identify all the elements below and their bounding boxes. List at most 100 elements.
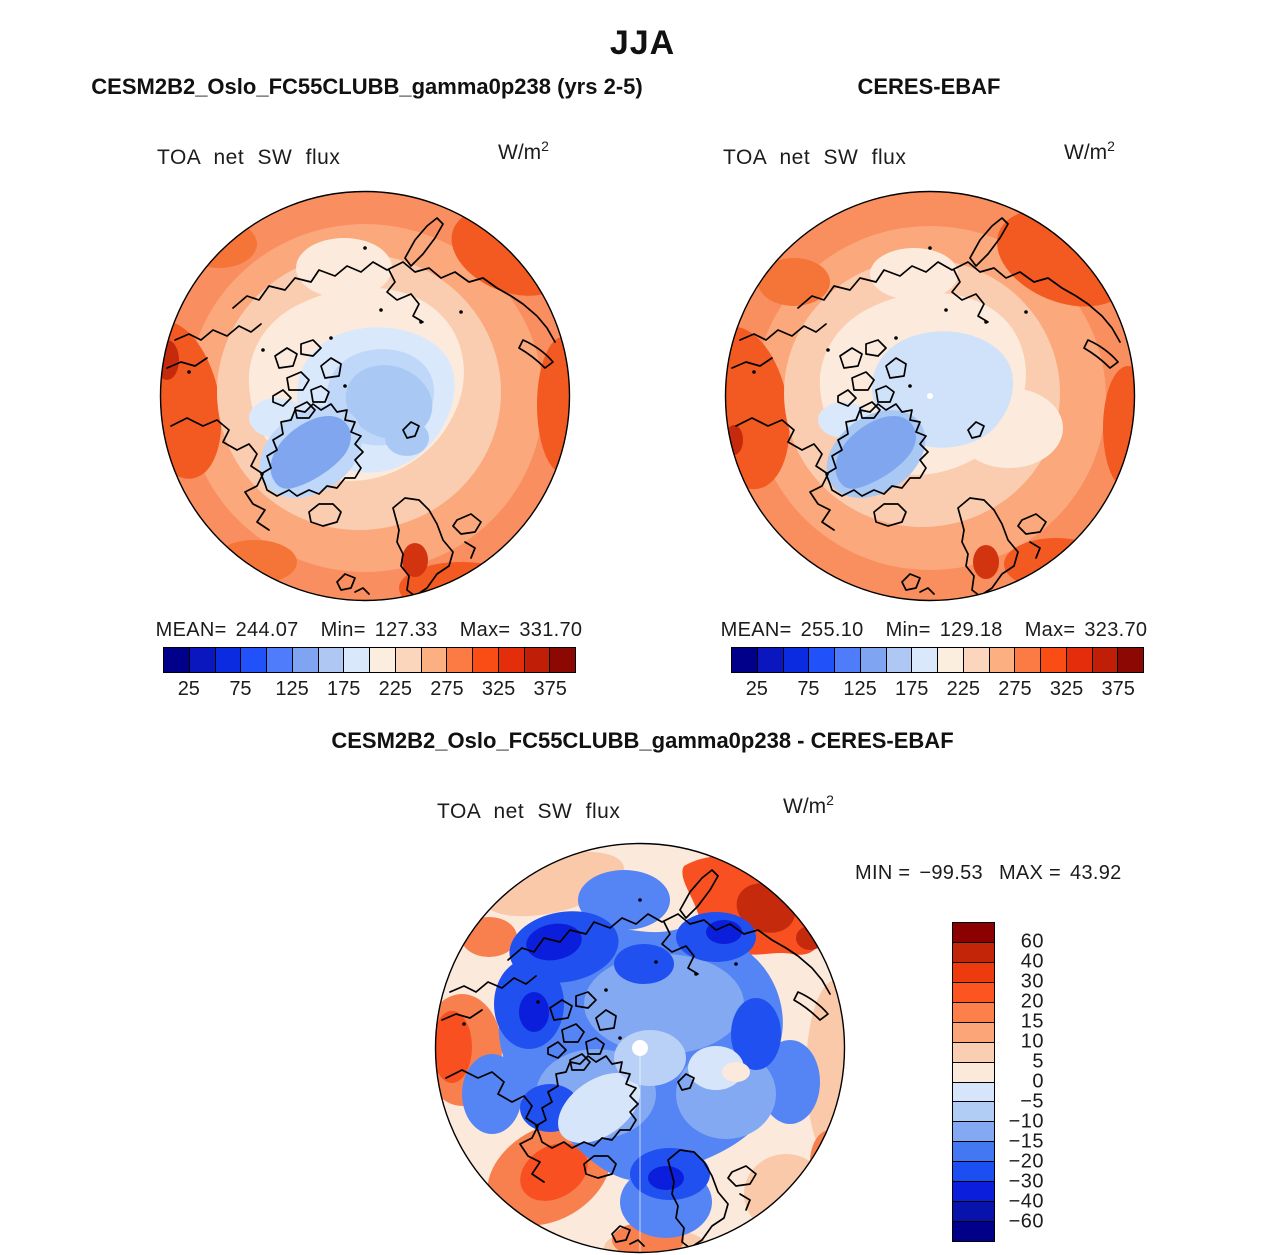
- colorbar-cell: [953, 1082, 994, 1103]
- colorbar-cell: [953, 1022, 994, 1043]
- colorbar-tick-label: −15: [1008, 1130, 1044, 1153]
- flux-colorbar-obs: [731, 647, 1144, 673]
- colorbar-tick-label: −60: [1008, 1210, 1044, 1233]
- obs-panel-title: CERES-EBAF: [857, 74, 1001, 99]
- colorbar-tick-label: −5: [1020, 1090, 1044, 1113]
- colorbar-tick-label: 15: [1020, 1010, 1044, 1033]
- mean-label: MEAN=: [155, 619, 227, 641]
- figure-title: JJA: [609, 24, 676, 62]
- polar-map-model: [159, 190, 571, 607]
- min-label: Min=: [320, 619, 366, 641]
- colorbar-cell: [318, 648, 345, 672]
- units-exponent: 2: [826, 792, 834, 808]
- colorbar-cell: [783, 648, 810, 672]
- colorbar-cell: [860, 648, 887, 672]
- colorbar-cell: [1092, 648, 1119, 672]
- diff-colorbar: [952, 922, 995, 1242]
- max-value: 323.70: [1084, 619, 1148, 641]
- units-base: W/m: [1064, 141, 1108, 164]
- max-label: MAX =: [998, 862, 1062, 884]
- colorbar-tick-label: 275: [430, 678, 464, 700]
- colorbar-cell: [473, 648, 499, 672]
- colorbar-cell: [953, 982, 994, 1003]
- colorbar-tick-label: 25: [177, 678, 200, 700]
- units-base: W/m: [783, 795, 827, 818]
- flux-colorbar-ticks-model: 25 75 125 175 225 275 325 375: [163, 678, 576, 702]
- colorbar-cell: [241, 648, 267, 672]
- colorbar-tick-label: 75: [229, 678, 252, 700]
- colorbar-cell: [757, 648, 784, 672]
- colorbar-tick-label: 175: [327, 678, 361, 700]
- colorbar-cell: [344, 648, 370, 672]
- mean-label: MEAN=: [720, 619, 792, 641]
- colorbar-cell: [524, 648, 551, 672]
- colorbar-tick-label: 225: [946, 678, 980, 700]
- colorbar-cell: [953, 1222, 994, 1241]
- colorbar-tick-label: 325: [481, 678, 516, 700]
- colorbar-cell: [953, 1202, 994, 1223]
- colorbar-tick-label: 0: [1032, 1070, 1044, 1093]
- polar-map-diff: [434, 842, 846, 1255]
- colorbar-cell: [953, 1162, 994, 1183]
- colorbar-cell: [989, 648, 1016, 672]
- colorbar-tick-label: 175: [895, 678, 929, 700]
- colorbar-tick-label: 125: [275, 678, 309, 700]
- colorbar-cell: [953, 942, 994, 963]
- colorbar-tick-label: 75: [797, 678, 820, 700]
- colorbar-tick-label: 225: [378, 678, 412, 700]
- colorbar-tick-label: 30: [1020, 970, 1044, 993]
- colorbar-cell: [953, 1182, 994, 1203]
- colorbar-tick-label: 125: [843, 678, 877, 700]
- colorbar-cell: [164, 648, 190, 672]
- obs-stats: MEAN= 255.10 Min= 129.18 Max= 323.70: [714, 619, 1154, 642]
- max-label: Max=: [1024, 619, 1076, 641]
- colorbar-cell: [953, 1122, 994, 1143]
- colorbar-tick-label: −20: [1008, 1150, 1044, 1173]
- mean-value: 244.07: [235, 619, 299, 641]
- obs-units-label: W/m2: [1064, 138, 1115, 165]
- colorbar-cell: [809, 648, 835, 672]
- max-value: 43.92: [1070, 862, 1122, 884]
- colorbar-cell: [1066, 648, 1093, 672]
- colorbar-tick-label: 10: [1020, 1030, 1044, 1053]
- min-value: 127.33: [374, 619, 438, 641]
- colorbar-tick-label: 40: [1020, 950, 1044, 973]
- max-label: Max=: [459, 619, 511, 641]
- units-base: W/m: [498, 141, 542, 164]
- units-exponent: 2: [1107, 138, 1115, 154]
- colorbar-cell: [370, 648, 396, 672]
- colorbar-cell: [395, 648, 422, 672]
- polar-map-obs: [724, 190, 1136, 607]
- model-field-label: TOA net SW flux: [157, 146, 341, 169]
- colorbar-cell: [267, 648, 293, 672]
- flux-colorbar-model: [163, 647, 576, 673]
- colorbar-cell: [953, 1002, 994, 1023]
- mean-value: 255.10: [800, 619, 864, 641]
- colorbar-cell: [1118, 648, 1143, 672]
- colorbar-cell: [1015, 648, 1041, 672]
- diff-units-label: W/m2: [783, 792, 834, 819]
- colorbar-tick-label: −30: [1008, 1170, 1044, 1193]
- max-value: 331.70: [519, 619, 583, 641]
- colorbar-cell: [292, 648, 319, 672]
- obs-field-label: TOA net SW flux: [723, 146, 907, 169]
- colorbar-tick-label: 20: [1020, 990, 1044, 1013]
- colorbar-cell: [835, 648, 861, 672]
- model-units-label: W/m2: [498, 138, 549, 165]
- colorbar-cell: [912, 648, 938, 672]
- colorbar-tick-label: 325: [1049, 678, 1084, 700]
- colorbar-tick-label: 5: [1032, 1050, 1044, 1073]
- colorbar-cell: [953, 1102, 994, 1123]
- min-label: Min=: [885, 619, 931, 641]
- colorbar-cell: [953, 923, 994, 943]
- flux-colorbar-ticks-obs: 25 75 125 175 225 275 325 375: [731, 678, 1144, 702]
- colorbar-tick-label: −10: [1008, 1110, 1044, 1133]
- colorbar-tick-label: 60: [1020, 930, 1044, 953]
- colorbar-cell: [1041, 648, 1067, 672]
- colorbar-cell: [498, 648, 525, 672]
- min-label: MIN =: [855, 862, 911, 884]
- model-stats: MEAN= 244.07 Min= 127.33 Max= 331.70: [149, 619, 589, 642]
- diff-field-label: TOA net SW flux: [437, 800, 621, 823]
- colorbar-cell: [215, 648, 242, 672]
